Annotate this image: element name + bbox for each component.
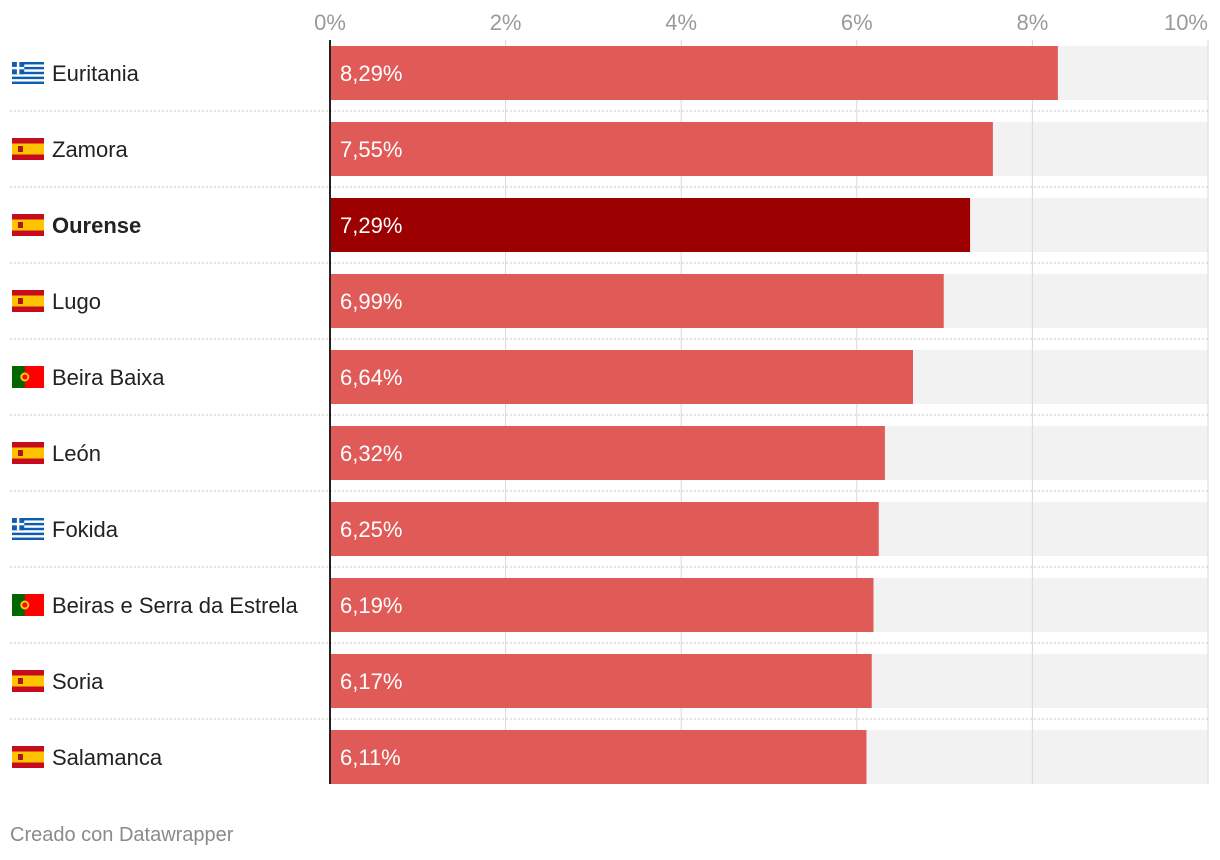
bar (330, 122, 993, 176)
greece-flag-icon (12, 62, 44, 84)
bar (330, 426, 885, 480)
value-label: 6,99% (340, 289, 402, 314)
tick-label: 4% (665, 10, 697, 35)
value-label: 6,19% (340, 593, 402, 618)
category-label: Ourense (52, 213, 141, 238)
value-label: 6,11% (340, 745, 401, 770)
greece-flag-icon (12, 518, 44, 540)
tick-label: 0% (314, 10, 346, 35)
value-label: 6,25% (340, 517, 402, 542)
spain-flag-icon (12, 138, 44, 160)
category-label: Beira Baixa (52, 365, 165, 390)
category-label: Beiras e Serra da Estrela (52, 593, 299, 618)
value-label: 6,17% (340, 669, 402, 694)
category-label: Salamanca (52, 745, 163, 770)
spain-flag-icon (12, 746, 44, 768)
bar (330, 198, 971, 252)
category-label: Euritania (52, 61, 140, 86)
spain-flag-icon (12, 442, 44, 464)
bar (330, 274, 944, 328)
value-label: 7,55% (340, 137, 402, 162)
category-label: Zamora (52, 137, 129, 162)
tick-label: 8% (1017, 10, 1049, 35)
spain-flag-icon (12, 670, 44, 692)
category-label: Fokida (52, 517, 119, 542)
spain-flag-icon (12, 214, 44, 236)
chart-credit: Creado con Datawrapper (10, 824, 234, 846)
value-label: 7,29% (340, 213, 402, 238)
category-label: León (52, 441, 101, 466)
category-label: Lugo (52, 289, 101, 314)
value-label: 6,64% (340, 365, 402, 390)
bar (330, 46, 1058, 100)
tick-label: 10% (1164, 10, 1208, 35)
tick-label: 6% (841, 10, 873, 35)
value-label: 6,32% (340, 441, 402, 466)
bar (330, 350, 913, 404)
value-label: 8,29% (340, 61, 402, 86)
portugal-flag-icon (12, 594, 44, 616)
category-label: Soria (52, 669, 104, 694)
spain-flag-icon (12, 290, 44, 312)
bar (330, 578, 874, 632)
tick-label: 2% (490, 10, 522, 35)
bar (330, 730, 867, 784)
portugal-flag-icon (12, 366, 44, 388)
bar (330, 502, 879, 556)
bar (330, 654, 872, 708)
